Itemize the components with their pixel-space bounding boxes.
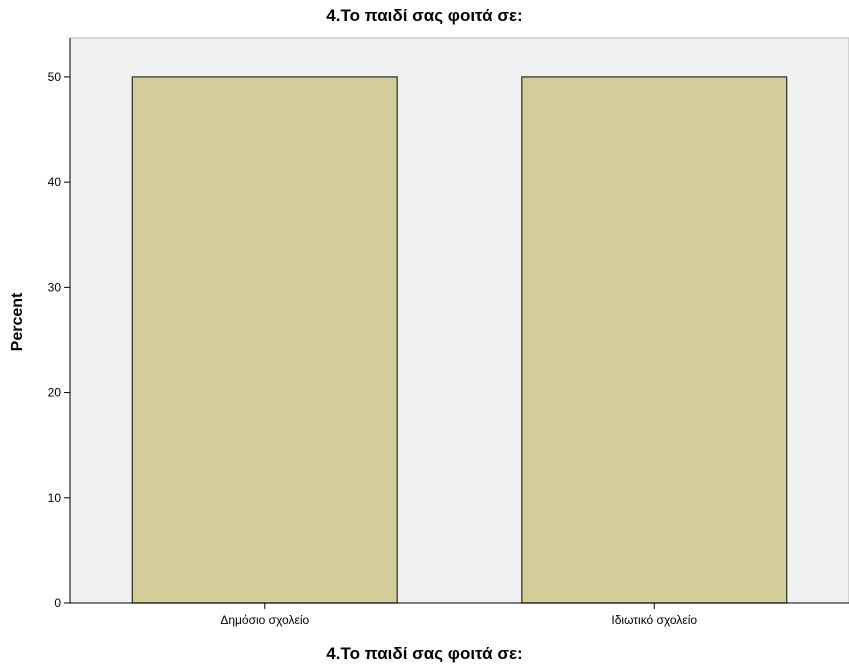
y-tick-label: 10 — [48, 491, 62, 505]
x-axis-ticks: Δημόσιο σχολείο Ιδιωτικό σχολείο — [220, 603, 697, 627]
y-tick-label: 50 — [48, 70, 62, 84]
y-axis-ticks: 0 10 20 30 40 50 — [48, 70, 70, 610]
bar — [521, 76, 788, 604]
y-tick-label: 0 — [54, 596, 61, 610]
bar-group — [131, 76, 788, 604]
x-tick-label: Ιδιωτικό σχολείο — [611, 613, 697, 627]
chart-title: 4.Το παιδί σας φοιτά σε: — [326, 6, 523, 25]
y-tick-label: 40 — [48, 175, 62, 189]
x-tick-label: Δημόσιο σχολείο — [220, 613, 309, 627]
y-tick-label: 20 — [48, 386, 62, 400]
x-axis-label: 4.Το παιδί σας φοιτά σε: — [326, 644, 523, 663]
bar — [131, 76, 398, 604]
y-tick-label: 30 — [48, 280, 62, 294]
